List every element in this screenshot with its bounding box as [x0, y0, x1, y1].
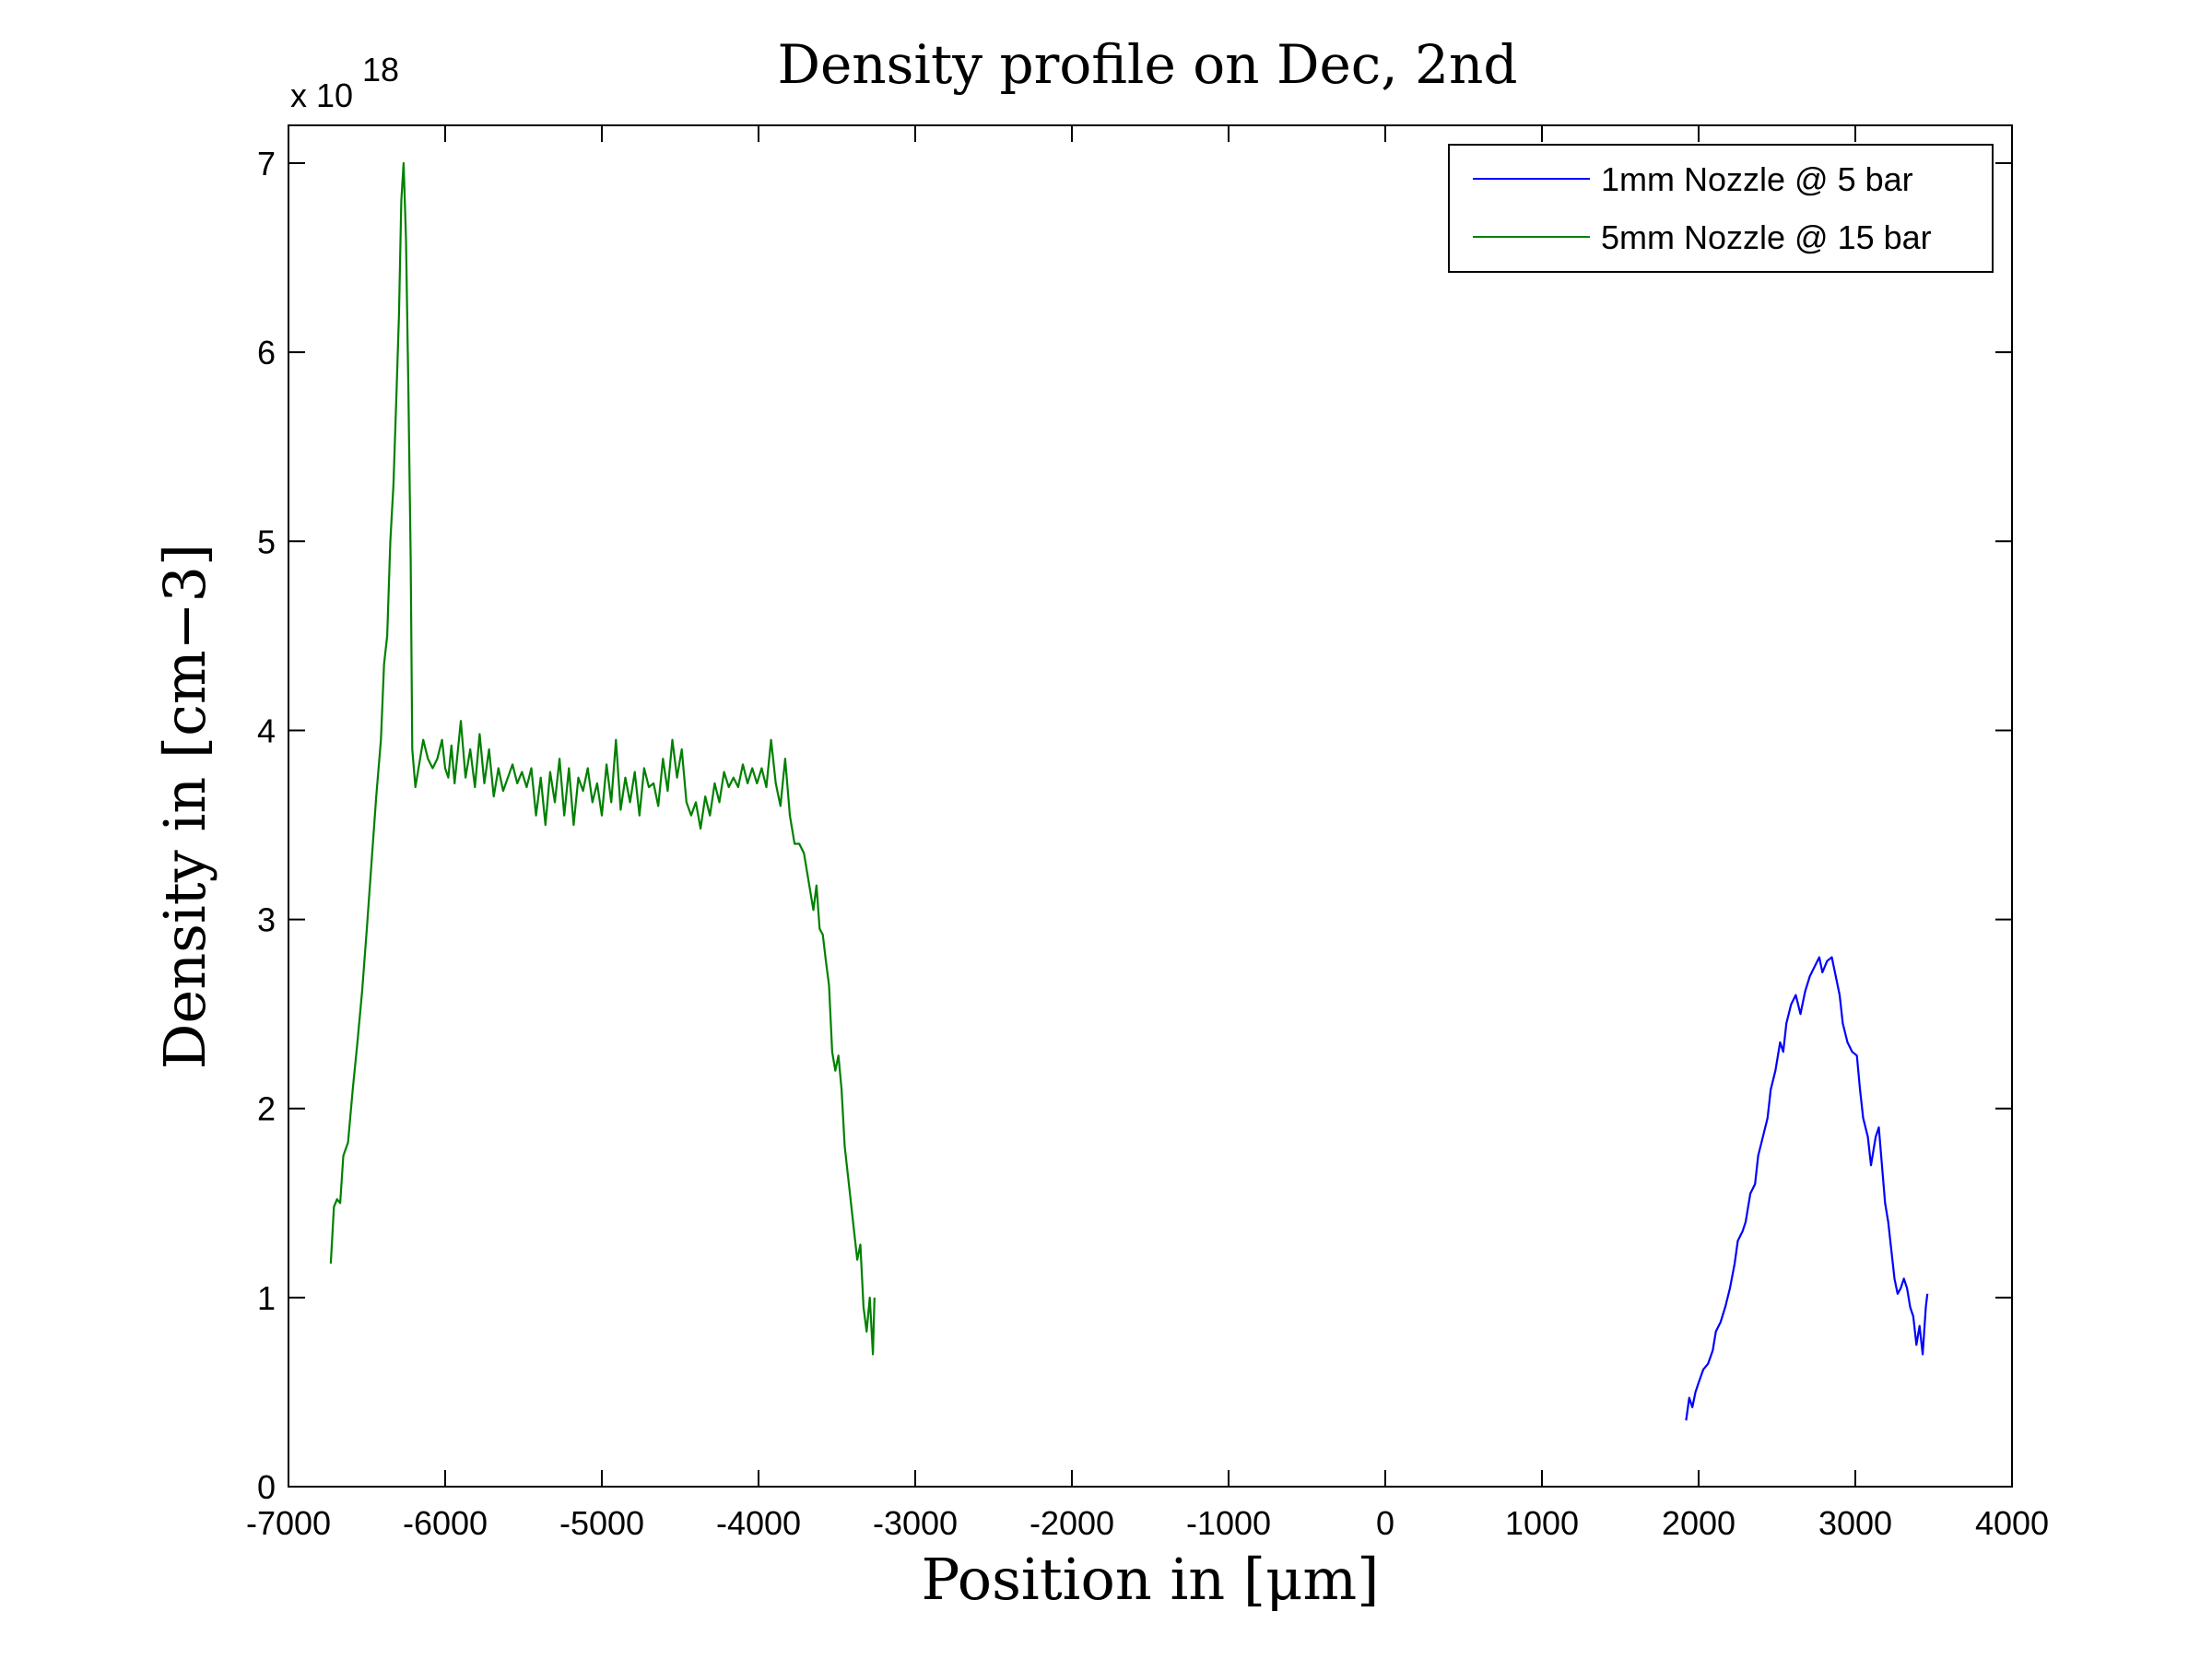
- y-tick-label: 4: [257, 712, 276, 749]
- plot-area: [288, 124, 2013, 1488]
- y-exponent-label: x 10: [290, 76, 353, 114]
- x-tick-label: -6000: [403, 1504, 488, 1542]
- y-tick-label: 1: [257, 1279, 276, 1317]
- y-tick-label: 6: [257, 334, 276, 371]
- y-axis-label: Density in [cm−3]: [151, 544, 218, 1069]
- x-tick-label: 4000: [1975, 1504, 2049, 1542]
- x-tick-label: 0: [1376, 1504, 1394, 1542]
- series-layer: [329, 161, 1929, 1421]
- y-tick-label: 5: [257, 523, 276, 560]
- y-tick-label: 7: [257, 145, 276, 182]
- legend-box: [1448, 144, 1994, 273]
- x-tick-label: 2000: [1662, 1504, 1735, 1542]
- x-tick-label: -7000: [246, 1504, 331, 1542]
- x-tick-label: -2000: [1030, 1504, 1114, 1542]
- y-tick-label: 3: [257, 901, 276, 939]
- series-line-1mm-nozzle-5-bar: [1685, 956, 1929, 1421]
- y-tick-label: 0: [257, 1468, 276, 1506]
- y-exponent-power: 18: [362, 51, 399, 88]
- x-tick-label: -3000: [873, 1504, 958, 1542]
- x-axis-label: Position in [μm]: [922, 1546, 1380, 1613]
- chart-title: Density profile on Dec, 2nd: [777, 33, 1517, 96]
- legend-label-1mm-nozzle: 1mm Nozzle @ 5 bar: [1601, 160, 1913, 198]
- legend-label-5mm-nozzle: 5mm Nozzle @ 15 bar: [1601, 218, 1932, 256]
- y-tick-label: 2: [257, 1090, 276, 1128]
- legend: 1mm Nozzle @ 5 bar 5mm Nozzle @ 15 bar: [1448, 144, 1994, 273]
- x-tick-label: 3000: [1818, 1504, 1892, 1542]
- x-tick-label: -4000: [716, 1504, 801, 1542]
- x-tick-label: -5000: [559, 1504, 644, 1542]
- x-tick-label: -1000: [1186, 1504, 1271, 1542]
- axis-ticks: -7000 -6000 -5000 -4000 -3000 -2000 -1000 0 1000…: [246, 125, 2049, 1542]
- x-tick-label: 1000: [1505, 1504, 1579, 1542]
- series-line-5mm-nozzle-15-bar: [329, 161, 876, 1356]
